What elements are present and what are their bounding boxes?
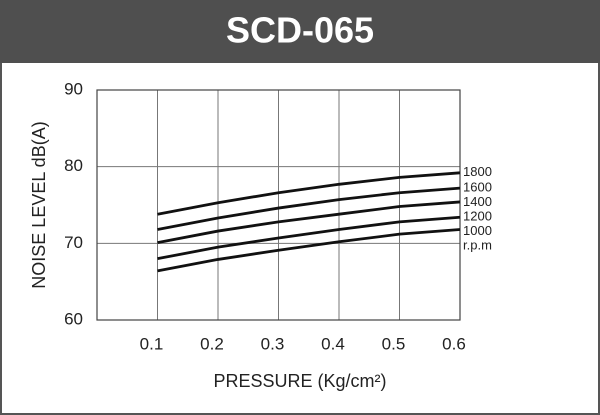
y-tick-label: 80 xyxy=(64,156,83,175)
x-tick-label: 0.2 xyxy=(200,334,224,353)
x-tick-label: 0.1 xyxy=(140,334,164,353)
unit-label: r.p.m xyxy=(463,238,492,253)
y-tick-label: 70 xyxy=(64,233,83,252)
legend-label: 1600 xyxy=(463,180,492,195)
chart-title: SCD-065 xyxy=(226,10,374,51)
legend-label: 1000 xyxy=(463,223,492,238)
plot-frame xyxy=(96,89,461,321)
series-line xyxy=(157,228,461,273)
legend-label: 1200 xyxy=(463,209,492,224)
legend-label: 1400 xyxy=(463,194,492,209)
y-tick-label: 60 xyxy=(64,309,83,328)
y-axis-label: NOISE LEVEL dB(A) xyxy=(29,121,49,288)
series-line xyxy=(157,200,461,244)
x-tick-label: 0.5 xyxy=(382,334,406,353)
x-tick-label: 0.3 xyxy=(261,334,285,353)
series-line xyxy=(157,171,461,216)
title-bar xyxy=(0,0,600,63)
x-tick-label: 0.4 xyxy=(321,334,345,353)
x-axis-label: PRESSURE (Kg/cm²) xyxy=(213,371,386,391)
legend-label: 1800 xyxy=(463,164,492,179)
series-line xyxy=(157,215,461,261)
y-tick-label: 90 xyxy=(64,79,83,98)
series-line xyxy=(157,186,461,231)
x-tick-label: 0.6 xyxy=(442,334,466,353)
